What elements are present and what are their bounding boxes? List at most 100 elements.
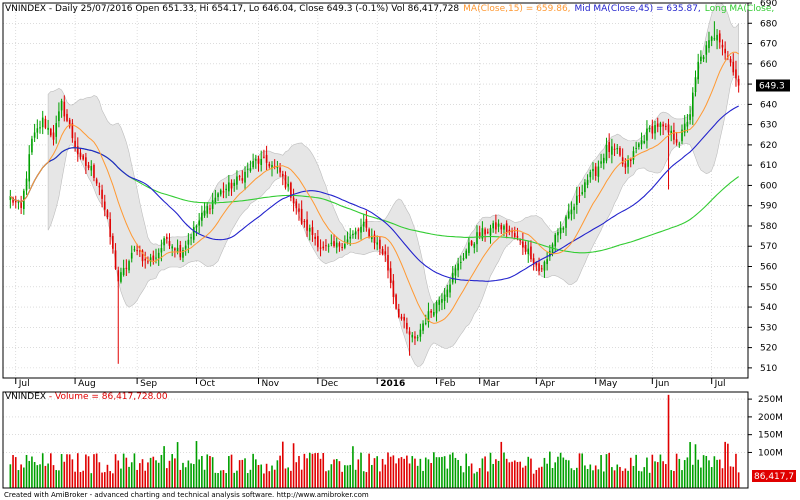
candle-body [114, 250, 117, 269]
candle-body [411, 334, 414, 338]
volume-bar [327, 470, 330, 488]
volume-axis: 100M 150M 200M 250M [748, 395, 783, 458]
volume-bar [306, 458, 308, 488]
volume-tick-label: 100M [758, 448, 783, 458]
volume-bar [362, 471, 365, 488]
candle-body [484, 229, 486, 235]
volume-bar [133, 453, 136, 488]
candle-body [201, 212, 203, 221]
volume-bar [338, 461, 341, 488]
volume-bar [430, 462, 432, 488]
candle-body [370, 235, 373, 240]
candle-body [689, 114, 691, 120]
candle-body [403, 316, 405, 321]
volume-bar [438, 457, 441, 488]
date-tick-label: Dec [321, 379, 338, 389]
volume-bar [457, 459, 459, 488]
volume-bar [271, 465, 273, 488]
candle-body [41, 117, 44, 128]
volume-bar [646, 457, 648, 488]
candle-body [190, 237, 192, 239]
volume-bar [168, 460, 171, 488]
volume-bar [697, 459, 699, 488]
candle-body [260, 158, 263, 166]
volume-bar [198, 459, 200, 488]
candle-body [287, 184, 289, 187]
date-tick-label: May [599, 379, 618, 389]
candle-body [543, 261, 546, 271]
candle-body [341, 246, 343, 249]
volume-bar [14, 457, 17, 488]
price-tick-label: 510 [760, 364, 777, 374]
volume-bar [136, 469, 138, 488]
volume-bar [376, 456, 379, 488]
volume-bar [252, 453, 254, 488]
volume-bar [341, 471, 343, 488]
candle-body [578, 195, 581, 197]
volume-bar [665, 464, 667, 488]
candle-body [68, 119, 71, 127]
volume-bar [117, 460, 120, 488]
volume-bar [246, 473, 249, 488]
volume-bar [478, 468, 481, 488]
candle-body [368, 229, 370, 237]
volume-bar [98, 462, 101, 488]
candle-body [495, 222, 497, 230]
candle-body [594, 166, 597, 176]
date-axis: Jul Aug Sep Oct Nov Dec 2016 Feb Mar Apr May Jun Jul [15, 378, 726, 389]
candle-body [25, 178, 28, 191]
price-tick-label: 550 [760, 283, 777, 293]
candle-body [438, 300, 441, 305]
candle-body [203, 210, 206, 216]
volume-bar [352, 446, 354, 488]
volume-bar [228, 456, 230, 488]
volume-bar [694, 444, 697, 488]
candle-body [441, 298, 443, 303]
candle-body [570, 209, 573, 215]
volume-bar [174, 458, 176, 488]
volume-bar [93, 454, 95, 488]
candle-body [527, 248, 530, 255]
candle-body [55, 123, 58, 137]
candle-body [654, 125, 656, 134]
volume-bar [206, 454, 209, 488]
volume-bar [79, 472, 82, 488]
volume-bar [484, 456, 486, 488]
volume-bar [41, 453, 44, 488]
volume-bar [575, 467, 578, 488]
volume-bar [683, 460, 686, 488]
volume-bar [519, 461, 521, 488]
volume-symbol: VNINDEX [5, 392, 46, 402]
volume-bar [427, 459, 430, 488]
candle-body [295, 201, 298, 209]
candle-body [716, 34, 718, 41]
volume-bar [605, 454, 608, 488]
volume-bar [551, 468, 554, 488]
candle-body [373, 234, 376, 244]
volume-bar [344, 465, 346, 488]
candle-body [465, 250, 468, 259]
candle-body [611, 146, 613, 155]
volume-bar [333, 459, 335, 488]
candle-body [125, 267, 128, 269]
candle-body [31, 138, 33, 153]
candle-body [408, 331, 411, 335]
volume-bar [273, 469, 276, 488]
volume-bar [163, 446, 165, 488]
volume-bar [265, 463, 268, 488]
volume-bar [149, 457, 152, 488]
candle-body [457, 263, 459, 271]
chart-title: VNINDEX - Daily 25/07/2016 Open 651.33, … [5, 4, 774, 14]
volume-bar [147, 462, 149, 488]
volume-bar [567, 460, 570, 488]
date-tick-label: Jul [18, 379, 30, 389]
candle-body [160, 248, 163, 253]
volume-bar [139, 463, 141, 488]
candle-body [551, 244, 554, 254]
volume-bar [532, 473, 535, 488]
candle-body [381, 248, 384, 255]
volume-bar [44, 465, 47, 488]
volume-bar [58, 470, 60, 488]
volume-bars [9, 394, 740, 488]
